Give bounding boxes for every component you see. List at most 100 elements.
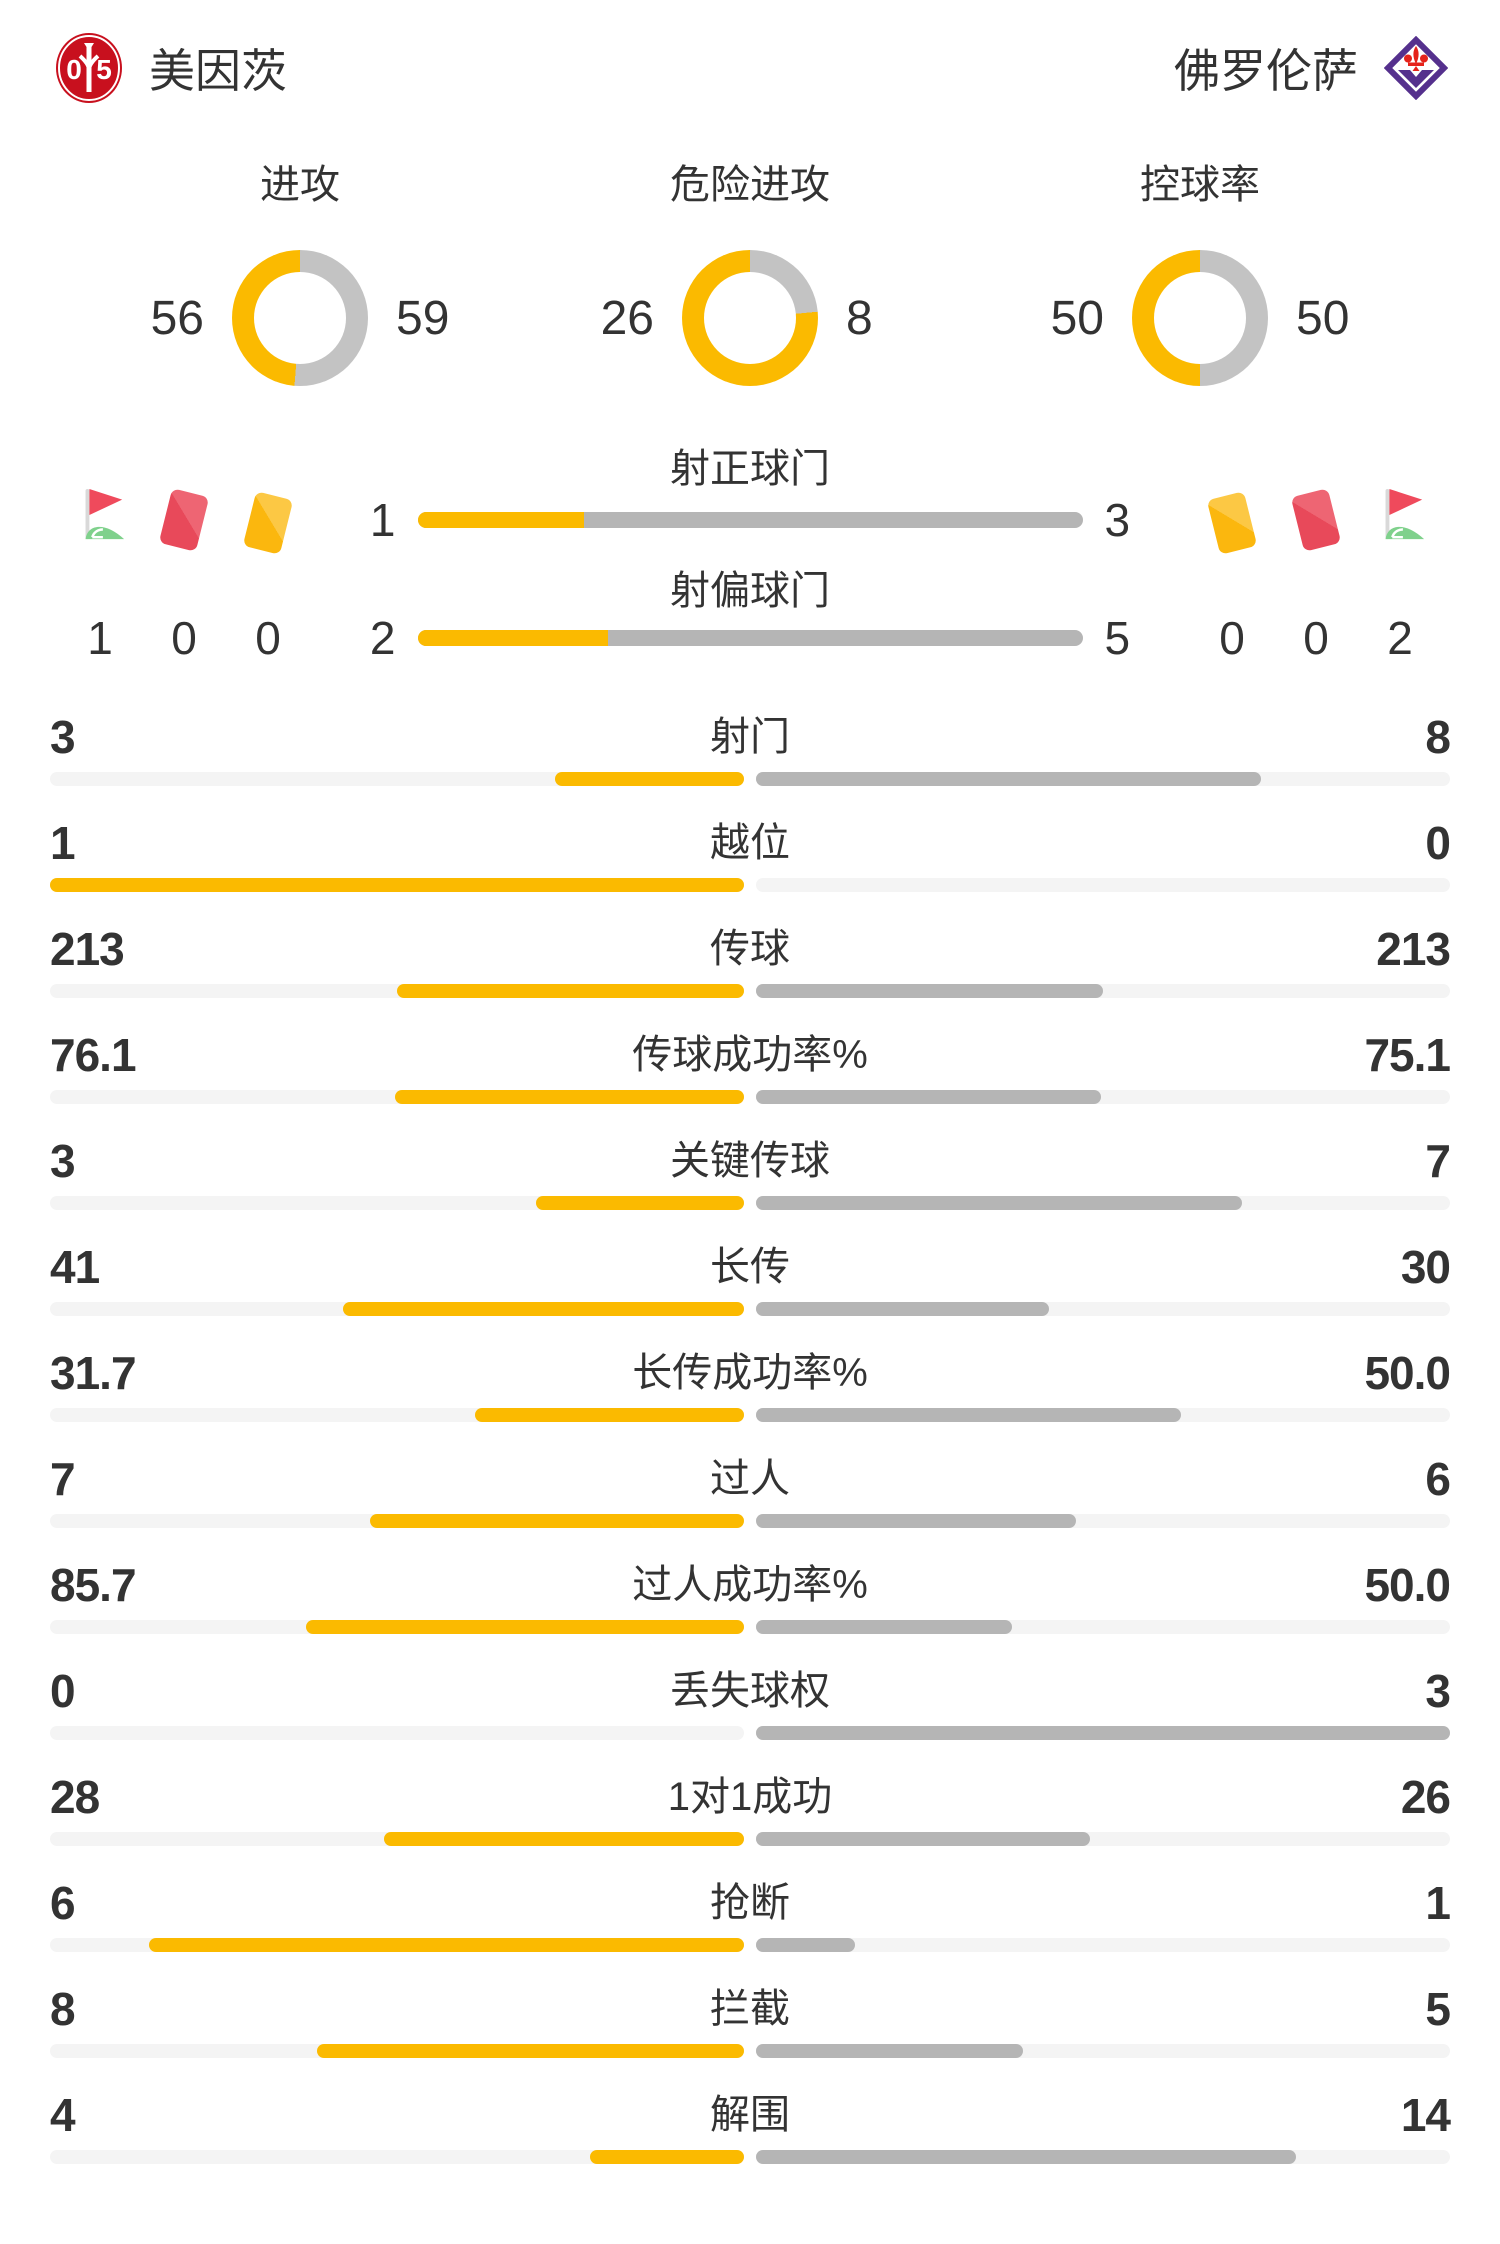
stat-text: 0 丢失球权 3	[50, 1664, 1451, 1718]
stat-home-value: 213	[50, 923, 125, 975]
stat-label: 拦截	[710, 1987, 790, 2031]
stat-away-value: 213	[1376, 923, 1451, 975]
stat-label: 抢断	[710, 1881, 790, 1925]
donut-title: 进攻	[260, 163, 340, 207]
stat-away-bar-fill	[756, 1408, 1181, 1422]
stat-home-value: 8	[50, 1983, 76, 2035]
match-header: 0 5 美因茨 佛罗伦萨	[55, 28, 1448, 108]
shots-on-target-label: 射正球门	[670, 447, 830, 491]
stat-away-track	[756, 2044, 1450, 2058]
stat-away-track	[756, 1408, 1450, 1422]
stat-label: 过人	[710, 1457, 790, 1501]
stat-home-track	[50, 2044, 744, 2058]
donut-wrap: 50 50	[1012, 250, 1388, 386]
stat-home-track	[50, 1514, 744, 1528]
stat-away-value: 3	[1425, 1665, 1451, 1717]
donut-ring	[682, 250, 818, 386]
stat-home-bar-fill	[370, 1514, 744, 1528]
stat-text: 28 1对1成功 26	[50, 1770, 1451, 1824]
donut-away-value: 59	[396, 291, 450, 345]
shots-off-target-row: 2 5	[0, 612, 1500, 664]
donut-wrap: 26 8	[562, 250, 938, 386]
stat-away-track	[756, 1302, 1450, 1316]
stat-home-value: 41	[50, 1241, 100, 1293]
home-red-cards-count: 0	[171, 612, 197, 664]
stat-text: 76.1 传球成功率% 75.1	[50, 1028, 1451, 1082]
stat-away-value: 50.0	[1364, 1347, 1451, 1399]
stat-label: 长传	[710, 1245, 790, 1289]
stat-text: 8 拦截 5	[50, 1982, 1451, 2036]
stat-away-track	[756, 1620, 1450, 1634]
stat-away-bar-fill	[756, 772, 1261, 786]
stat-away-value: 5	[1425, 1983, 1451, 2035]
stat-away-track	[756, 1514, 1450, 1528]
stat-home-track	[50, 1832, 744, 1846]
stat-home-value: 0	[50, 1665, 76, 1717]
stat-home-bar-fill	[555, 772, 744, 786]
stat-away-track	[756, 1196, 1450, 1210]
donut-ring	[1132, 250, 1268, 386]
stat-home-bar-fill	[317, 2044, 744, 2058]
stat-home-value: 28	[50, 1771, 100, 1823]
stat-home-value: 1	[50, 817, 76, 869]
stat-label: 1对1成功	[667, 1775, 833, 1819]
stat-home-track	[50, 1726, 744, 1740]
stat-away-bar-fill	[756, 1302, 1049, 1316]
stat-row: 41 长传 30	[0, 1230, 1500, 1336]
stat-home-track	[50, 1620, 744, 1634]
stat-text: 3 关键传球 7	[50, 1134, 1451, 1188]
stat-home-track	[50, 878, 744, 892]
stat-away-bar-fill	[756, 1620, 1012, 1634]
stat-home-value: 3	[50, 1135, 76, 1187]
stat-text: 85.7 过人成功率% 50.0	[50, 1558, 1451, 1612]
stat-home-track	[50, 1938, 744, 1952]
stat-row: 6 抢断 1	[0, 1866, 1500, 1972]
stat-away-bar-fill	[756, 1938, 855, 1952]
stat-away-track	[756, 1726, 1450, 1740]
stat-away-bar-fill	[756, 2150, 1296, 2164]
shots-on-target-bar	[417, 512, 1083, 528]
stat-bar	[50, 1302, 1450, 1316]
shots-off-away-value: 5	[1104, 612, 1131, 664]
stat-label: 解围	[710, 2093, 790, 2137]
stat-away-bar-fill	[756, 984, 1103, 998]
stat-bar	[50, 772, 1450, 786]
stat-home-track	[50, 772, 744, 786]
stat-away-value: 6	[1425, 1453, 1451, 1505]
donut-away-value: 50	[1296, 291, 1350, 345]
stat-away-value: 7	[1425, 1135, 1451, 1187]
stat-label: 丢失球权	[670, 1669, 830, 1713]
stat-label: 传球	[710, 927, 790, 971]
stat-home-bar-fill	[475, 1408, 744, 1422]
donut-stats-section: 进攻 56 59 危险进攻 26 8 控球率 50 50	[0, 160, 1500, 386]
stat-row: 28 1对1成功 26	[0, 1760, 1500, 1866]
stat-bar	[50, 1938, 1450, 1952]
home-team: 0 5 美因茨	[55, 32, 287, 104]
stat-home-track	[50, 1196, 744, 1210]
donut-stat: 危险进攻 26 8	[525, 160, 975, 386]
stat-away-value: 75.1	[1364, 1029, 1451, 1081]
stat-row: 31.7 长传成功率% 50.0	[0, 1336, 1500, 1442]
stat-text: 31.7 长传成功率% 50.0	[50, 1346, 1451, 1400]
stat-text: 4 解围 14	[50, 2088, 1451, 2142]
stat-away-track	[756, 1090, 1450, 1104]
stat-away-track	[756, 2150, 1450, 2164]
donut-title: 控球率	[1140, 163, 1260, 207]
stat-home-value: 4	[50, 2089, 76, 2141]
stat-home-bar-fill	[50, 878, 744, 892]
donut-away-value: 8	[846, 291, 873, 345]
stat-away-bar-fill	[756, 1090, 1101, 1104]
stat-label: 关键传球	[670, 1139, 830, 1183]
stat-home-bar-fill	[395, 1090, 744, 1104]
shots-off-home-bar-fill	[417, 630, 608, 646]
stat-away-value: 26	[1400, 1771, 1451, 1823]
stat-bar	[50, 2150, 1450, 2164]
stat-label: 长传成功率%	[632, 1351, 868, 1395]
home-yellow-cards-count: 0	[255, 612, 281, 664]
stat-row: 85.7 过人成功率% 50.0	[0, 1548, 1500, 1654]
away-team-name: 佛罗伦萨	[1174, 45, 1358, 97]
home-team-name: 美因茨	[149, 45, 287, 97]
stat-bar	[50, 1620, 1450, 1634]
stat-row: 0 丢失球权 3	[0, 1654, 1500, 1760]
stat-away-track	[756, 878, 1450, 892]
